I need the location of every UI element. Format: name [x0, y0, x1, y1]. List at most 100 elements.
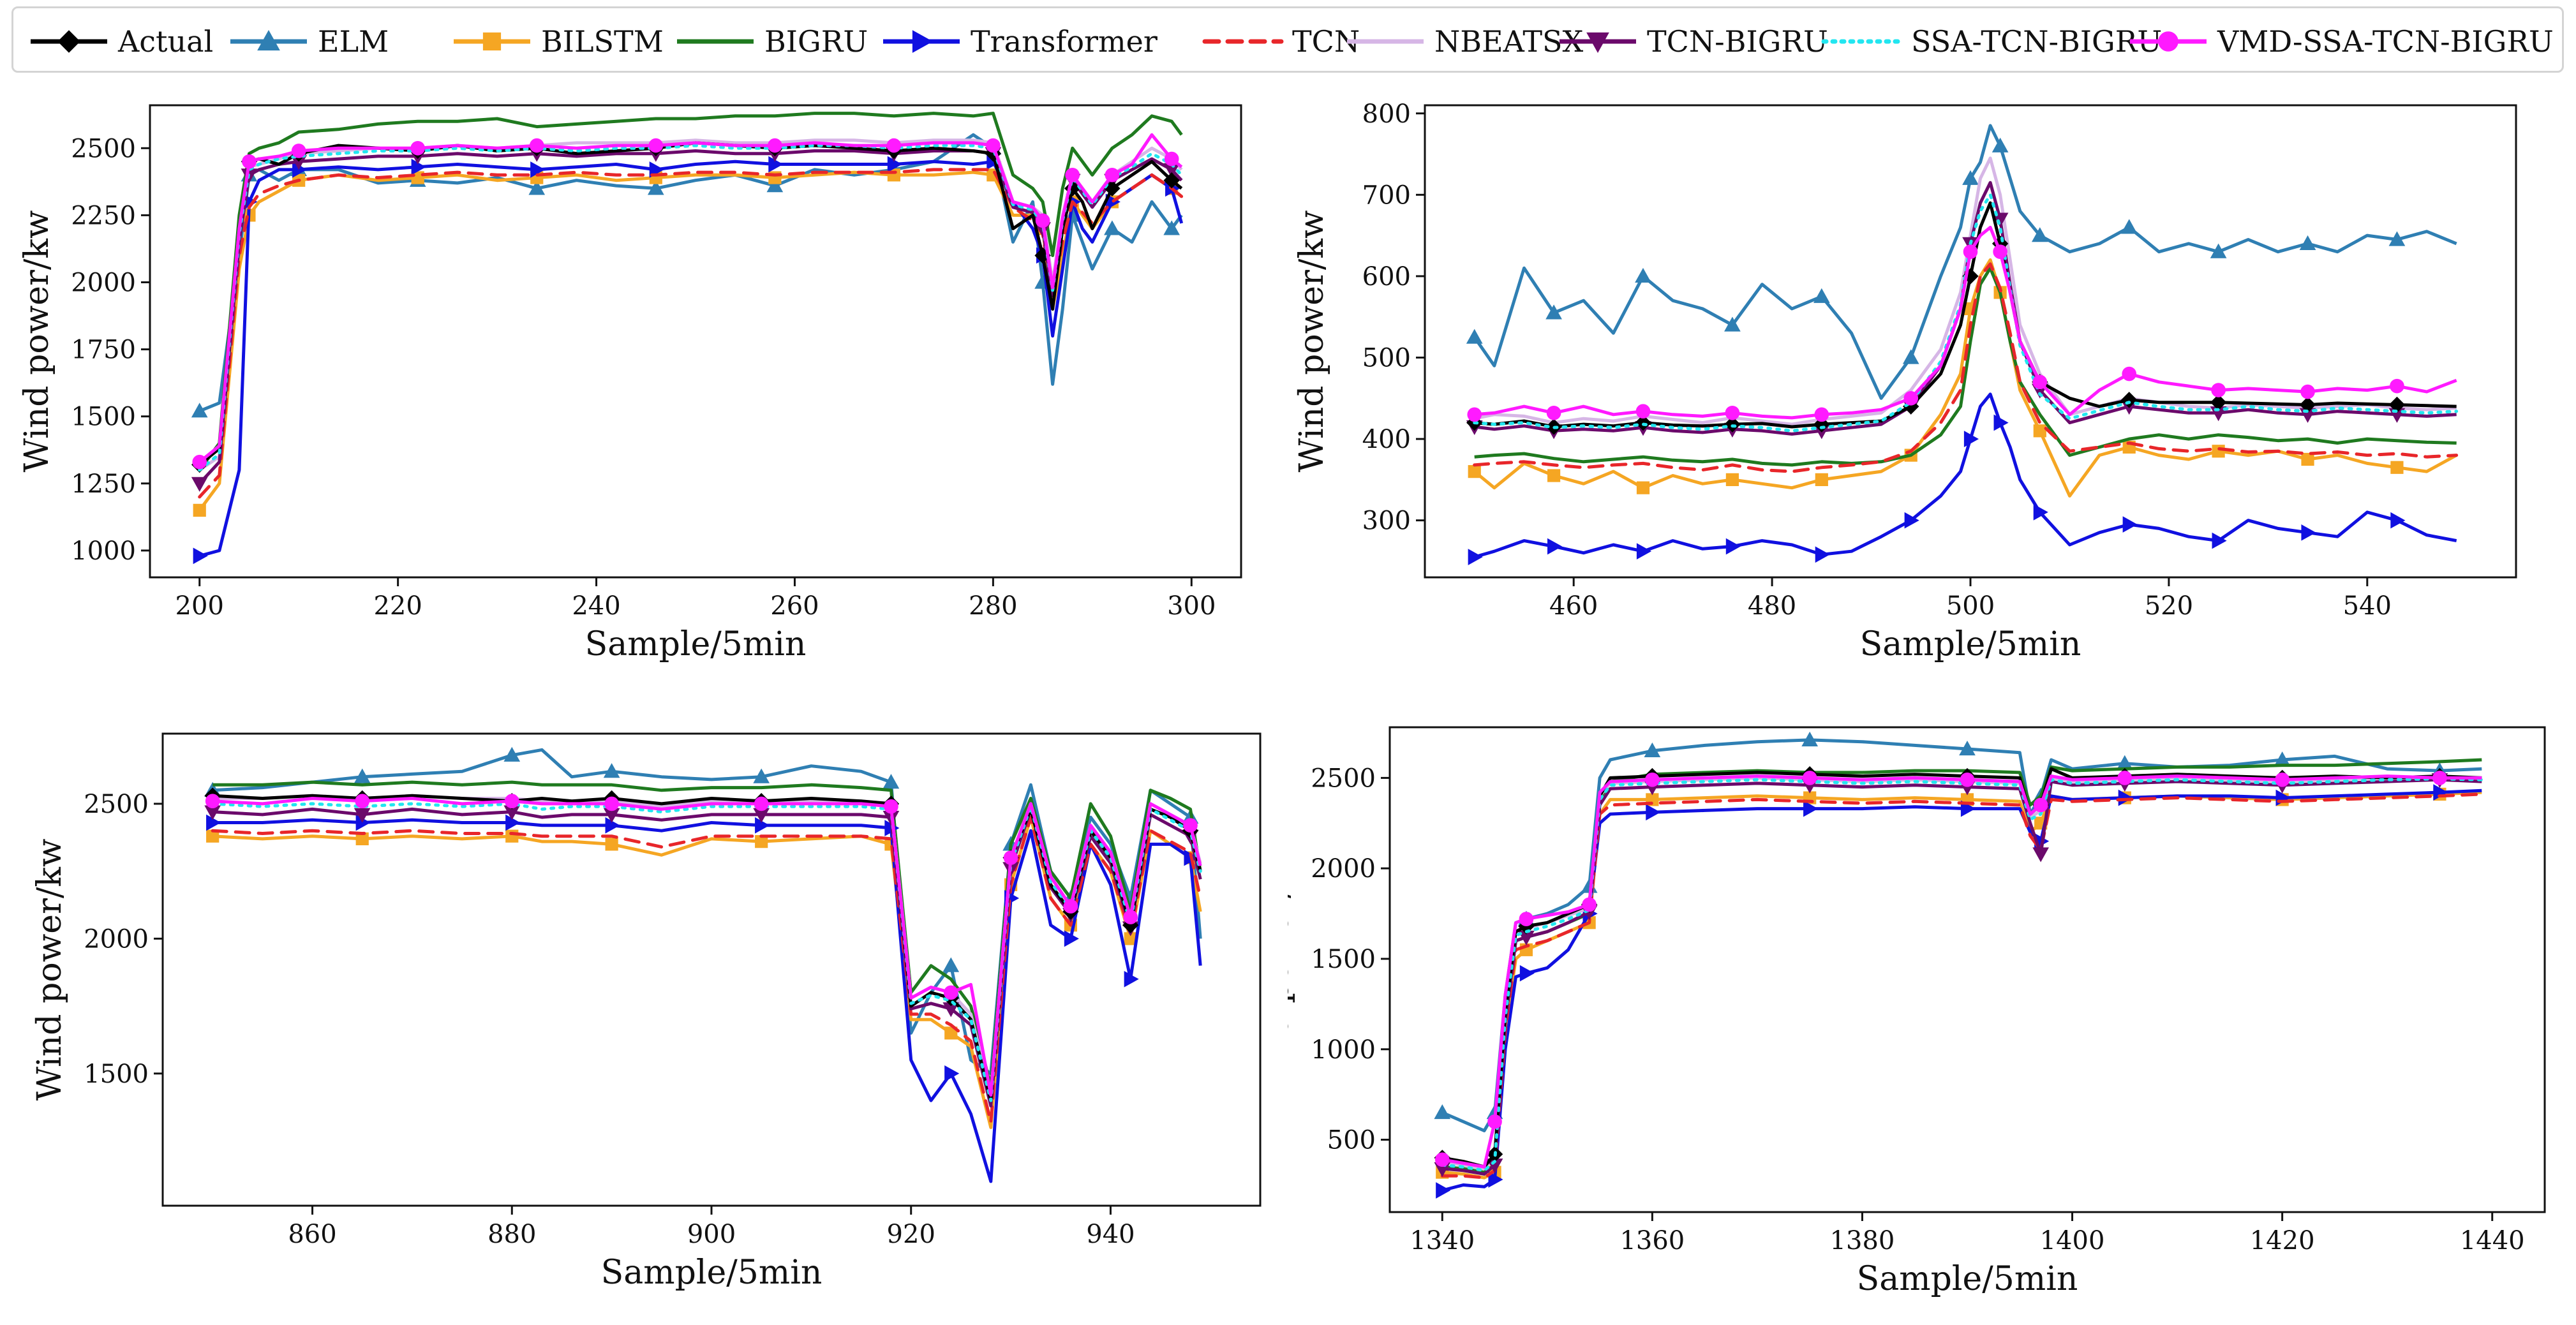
- data-point: [1902, 349, 1919, 364]
- y-axis-label: Wind power/kw: [31, 839, 69, 1101]
- data-point: [1725, 538, 1741, 555]
- y-tick-label: 2500: [84, 790, 149, 819]
- data-point: [1636, 481, 1650, 494]
- y-tick-label: 1000: [1311, 1035, 1376, 1065]
- chart-bottom-right: 1340 1360 1380 1400 1420 1440 500 1000 1500 2000 2…: [1288, 726, 2546, 1298]
- data-point: [1064, 930, 1079, 947]
- series-line: [1440, 777, 2483, 1173]
- data-point: [2033, 424, 2046, 438]
- data-point: [1635, 404, 1651, 419]
- series-line: [1440, 792, 2483, 1180]
- legend-item-transformer: Transformer: [880, 8, 1158, 75]
- data-point: [2031, 227, 2048, 242]
- legend-item-ssa-tcn-bigru: SSA-TCN-BIGRU: [1820, 8, 2162, 75]
- y-axis-label: Wind power/kw: [18, 211, 56, 473]
- data-point: [1725, 405, 1740, 420]
- series-transformer: [1468, 392, 2457, 565]
- y-tick-label: 800: [1362, 100, 1411, 129]
- y-tick-label: 1000: [71, 537, 136, 566]
- x-tick-label: 540: [2343, 591, 2392, 621]
- series-line: [1474, 156, 2457, 426]
- data-point: [2301, 452, 2314, 466]
- x-tick-label: 1440: [2460, 1226, 2525, 1255]
- data-point: [191, 403, 208, 418]
- data-point: [2212, 532, 2227, 549]
- data-point: [410, 140, 426, 156]
- data-point: [1993, 414, 2009, 431]
- legend-swatch: [31, 30, 107, 53]
- x-tick-label: 500: [1946, 591, 1995, 621]
- data-point: [1724, 416, 1741, 433]
- series-line: [1473, 262, 2459, 473]
- series-line: [1474, 266, 2457, 467]
- series-nbeatsx: [1474, 156, 2457, 426]
- data-point: [942, 957, 960, 972]
- data-point: [1724, 316, 1741, 332]
- data-point: [2299, 235, 2316, 250]
- y-tick-label: 1500: [1311, 945, 1376, 974]
- data-point: [1105, 168, 1120, 182]
- data-point: [2033, 504, 2048, 521]
- legend-swatch: [1347, 39, 1424, 44]
- x-tick-label: 900: [687, 1220, 736, 1249]
- x-axis-label: Sample/5min: [585, 625, 807, 663]
- plot-area: [149, 104, 1242, 579]
- data-point: [2032, 374, 2048, 390]
- data-point: [1904, 512, 1919, 529]
- data-point: [753, 768, 770, 783]
- data-point: [1993, 244, 2007, 259]
- data-point: [603, 763, 620, 778]
- data-point: [354, 768, 371, 783]
- data-point: [1124, 970, 1139, 988]
- data-point: [1725, 473, 1739, 486]
- series-line: [198, 149, 1183, 485]
- series-line: [1473, 124, 2457, 400]
- data-point: [1962, 170, 1979, 185]
- x-tick-label: 1400: [2040, 1226, 2105, 1255]
- series-vmd-ssa-tcn-bigru: [1434, 771, 2482, 1169]
- y-tick-label: 2000: [1311, 854, 1376, 884]
- series-line: [198, 144, 1184, 472]
- series-line: [1441, 767, 2482, 1169]
- data-point: [1065, 168, 1080, 182]
- data-point: [1163, 172, 1180, 189]
- series-line: [1442, 778, 2482, 1176]
- data-point: [1063, 899, 1078, 914]
- legend-swatch: [1821, 39, 1903, 44]
- data-point: [768, 138, 782, 153]
- series-ssa-tcn-bigru: [1473, 193, 2459, 433]
- data-point: [529, 138, 544, 153]
- legend-label: Transformer: [971, 24, 1158, 59]
- data-point: [1183, 818, 1198, 833]
- series-line: [1474, 201, 2457, 429]
- data-point: [504, 794, 519, 809]
- y-tick-label: 2250: [71, 201, 136, 230]
- data-point: [2390, 378, 2404, 394]
- data-point: [2210, 243, 2227, 258]
- legend-label: BIGRU: [764, 24, 868, 59]
- y-tick-label: 300: [1362, 507, 1411, 536]
- x-tick-label: 860: [288, 1220, 336, 1249]
- series-tcn: [1440, 792, 2483, 1180]
- chart-top-right: 460 480 500 520 540 300 400 500 600 700 800 Sample/…: [1293, 100, 2517, 663]
- data-point: [2122, 516, 2138, 533]
- series-line: [1474, 392, 2457, 559]
- x-tick-label: 1360: [1619, 1226, 1685, 1255]
- y-tick-label: 600: [1362, 262, 1411, 292]
- series-line: [1473, 193, 2459, 433]
- data-point: [986, 138, 1001, 153]
- data-point: [1035, 213, 1050, 228]
- data-point: [1466, 329, 1483, 344]
- legend-swatch: [1560, 32, 1636, 54]
- legend-marker: [912, 30, 934, 53]
- legend-item-bilstm: BILSTM: [450, 8, 664, 75]
- series-tcn-bigru: [1434, 773, 2482, 1177]
- data-point: [2300, 384, 2315, 399]
- data-point: [2032, 847, 2050, 862]
- legend-item-bigru: BIGRU: [674, 8, 868, 75]
- x-tick-label: 280: [969, 591, 1017, 621]
- legend-swatch: [677, 39, 754, 44]
- data-point: [1814, 407, 1829, 422]
- data-point: [2120, 219, 2138, 234]
- data-point: [1519, 965, 1535, 982]
